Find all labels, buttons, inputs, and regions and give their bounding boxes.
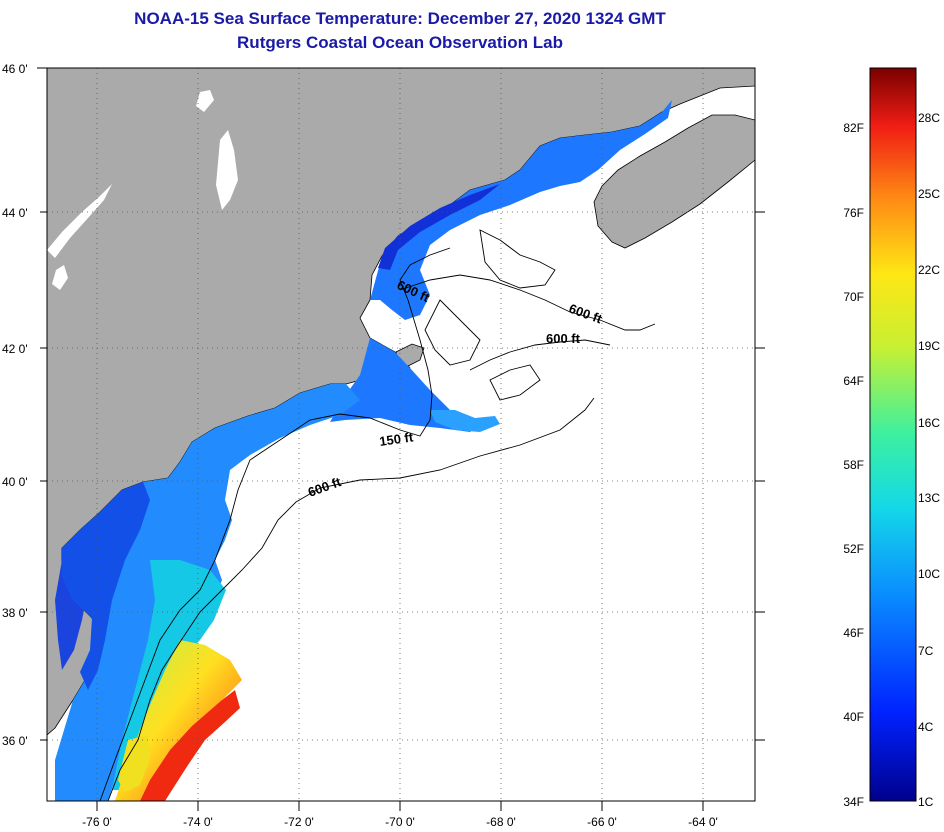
sst-cape-region: [330, 338, 480, 432]
celsius-label: 13C: [918, 491, 940, 505]
sst-gulf-stream: [140, 690, 240, 801]
fahrenheit-label: 40F: [843, 710, 864, 724]
celsius-label: 7C: [918, 644, 934, 658]
fahrenheit-label: 46F: [843, 626, 864, 640]
celsius-label: 1C: [918, 795, 934, 809]
isobaths: [99, 229, 656, 801]
isobath-label: 150 ft: [378, 429, 414, 449]
lake-champlain: [216, 130, 238, 210]
isobath-jordan-basin: [479, 229, 556, 289]
sst-nearshore-cold: [62, 482, 150, 690]
lat-label: 40 0': [2, 475, 28, 489]
celsius-label: 19C: [918, 339, 940, 353]
graticule: [47, 68, 755, 801]
fahrenheit-scale: 82F 76F 70F 64F 58F 52F 46F 40F 34F: [843, 121, 864, 809]
sst-shoal-warm: [118, 735, 150, 792]
celsius-scale: 28C 25C 22C 19C 16C 13C 10C 7C 4C 1C: [918, 111, 940, 809]
celsius-label: 10C: [918, 567, 940, 581]
lake-ontario: [47, 184, 112, 258]
axis-ticks: [37, 67, 765, 811]
fahrenheit-label: 82F: [843, 121, 864, 135]
nova-scotia: [593, 114, 755, 249]
lon-label: -72 0': [284, 815, 314, 829]
lake-small: [196, 90, 214, 112]
lake-small: [52, 265, 68, 290]
lon-label: -70 0': [385, 815, 415, 829]
celsius-label: 25C: [918, 187, 940, 201]
lon-label: -74 0': [183, 815, 213, 829]
lat-label: 36 0': [2, 734, 28, 748]
temperature-colorbar: [869, 67, 917, 802]
sst-north-coast: [378, 184, 500, 270]
sst-georges-bank: [430, 410, 500, 432]
celsius-label: 4C: [918, 720, 934, 734]
lat-label: 46 0': [2, 62, 28, 76]
sst-gulf-of-maine: [370, 100, 672, 320]
lat-label: 42 0': [2, 342, 28, 356]
map-frame: [46, 67, 756, 802]
isobath-georges: [489, 364, 541, 401]
isobath-label: 600 ft: [546, 331, 581, 346]
isobath-northeast-channel: [469, 339, 611, 371]
fahrenheit-label: 76F: [843, 206, 864, 220]
lat-label: 44 0': [2, 206, 28, 220]
fahrenheit-label: 58F: [843, 458, 864, 472]
lon-label: -66 0': [587, 815, 617, 829]
isobath-inner-gulf: [424, 299, 481, 366]
map-title: NOAA-15 Sea Surface Temperature: Decembe…: [134, 9, 666, 28]
celsius-label: 28C: [918, 111, 940, 125]
fahrenheit-label: 52F: [843, 542, 864, 556]
map-subtitle: Rutgers Coastal Ocean Observation Lab: [237, 33, 563, 52]
fahrenheit-label: 34F: [843, 795, 864, 809]
isobath-600ft-outer: [107, 397, 595, 801]
lon-label: -68 0': [486, 815, 516, 829]
lon-label: -64 0': [688, 815, 718, 829]
isobath-gulf-basin: [399, 274, 656, 331]
isobath-150ft: [99, 247, 451, 801]
lon-label: -76 0': [82, 815, 112, 829]
celsius-label: 16C: [918, 416, 940, 430]
lat-label: 38 0': [2, 606, 28, 620]
fahrenheit-label: 64F: [843, 374, 864, 388]
fahrenheit-label: 70F: [843, 290, 864, 304]
celsius-label: 22C: [918, 263, 940, 277]
